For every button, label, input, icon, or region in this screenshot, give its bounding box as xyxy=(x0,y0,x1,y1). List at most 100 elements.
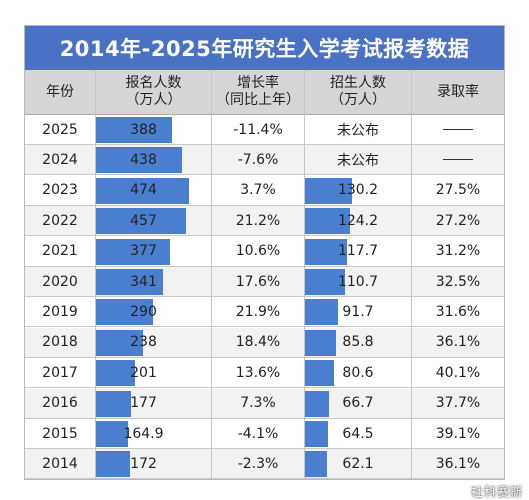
admissions-bar xyxy=(305,390,329,417)
growth-cell: 21.2% xyxy=(235,212,281,229)
applicants-bar xyxy=(96,360,135,387)
year-cell: 2024 xyxy=(42,151,78,168)
year-cell: 2015 xyxy=(42,425,78,442)
rate-cell: 36.1% xyxy=(435,455,481,472)
admissions-bar xyxy=(305,329,336,356)
applicants-bar xyxy=(96,147,182,174)
rate-cell: 32.5% xyxy=(435,273,481,290)
rate-cell: 31.2% xyxy=(435,243,481,260)
table-row: 2022 457 21.2% 124.2 27.2% xyxy=(25,206,504,237)
growth-cell: 18.4% xyxy=(235,334,281,351)
rate-cell: 27.5% xyxy=(435,182,481,199)
year-cell: 2021 xyxy=(42,243,78,260)
growth-cell: 13.6% xyxy=(235,364,281,381)
column-divider xyxy=(95,70,96,479)
header-growth-label: 增长率 xyxy=(237,75,279,91)
data-table: 2014年-2025年研究生入学考试报考数据 年份 报名人数 （万人） 增长率 … xyxy=(24,25,505,480)
applicants-cell: 341 xyxy=(130,273,157,290)
header-growth: 增长率 （同比上年） xyxy=(212,70,304,114)
growth-cell: -7.6% xyxy=(237,151,279,168)
applicants-cell: 172 xyxy=(130,455,157,472)
table-title: 2014年-2025年研究生入学考试报考数据 xyxy=(25,26,504,70)
year-cell: 2025 xyxy=(42,121,78,138)
admissions-bar xyxy=(305,360,334,387)
applicants-bar xyxy=(96,329,143,356)
admissions-bar xyxy=(305,451,327,478)
admissions-cell: 66.7 xyxy=(342,395,374,412)
growth-cell: 3.7% xyxy=(240,182,276,199)
admissions-cell: 85.8 xyxy=(342,334,374,351)
header-applicants-label: 报名人数 xyxy=(125,75,182,91)
header-rate-label: 录取率 xyxy=(437,83,479,100)
table-row: 2016 177 7.3% 66.7 37.7% xyxy=(25,388,504,419)
header-admissions-unit: （万人） xyxy=(330,92,386,108)
watermark: 社科赛斯 xyxy=(470,485,523,499)
rate-cell: 36.1% xyxy=(435,334,481,351)
not-available-dash xyxy=(443,159,473,161)
header-row: 年份 报名人数 （万人） 增长率 （同比上年） 招生人数 （万人） 录取率 xyxy=(25,70,504,115)
rate-cell: 31.6% xyxy=(435,303,481,320)
header-rate: 录取率 xyxy=(412,70,504,114)
admissions-cell: 110.7 xyxy=(337,273,379,290)
applicants-bar xyxy=(96,208,186,235)
table-row: 2018 238 18.4% 85.8 36.1% xyxy=(25,327,504,358)
growth-cell: 10.6% xyxy=(235,243,281,260)
table-row: 2017 201 13.6% 80.6 40.1% xyxy=(25,358,504,389)
table-row: 2024 438 -7.6% 未公布 xyxy=(25,145,504,176)
applicants-cell: 388 xyxy=(130,121,157,138)
header-applicants: 报名人数 （万人） xyxy=(96,70,211,114)
applicants-bar xyxy=(96,451,130,478)
header-applicants-unit: （万人） xyxy=(125,92,182,108)
year-cell: 2016 xyxy=(42,395,78,412)
table-row: 2023 474 3.7% 130.2 27.5% xyxy=(25,176,504,206)
column-divider xyxy=(211,70,212,479)
growth-cell: -2.3% xyxy=(237,455,279,472)
admissions-cell: 130.2 xyxy=(337,182,379,199)
applicants-bar xyxy=(96,117,172,143)
table-row: 2015 164.9 -4.1% 64.5 39.1% xyxy=(25,419,504,449)
header-year-label: 年份 xyxy=(46,83,74,100)
admissions-cell: 124.2 xyxy=(337,212,379,229)
year-cell: 2014 xyxy=(42,455,78,472)
growth-cell: -11.4% xyxy=(233,121,283,138)
header-admissions-label: 招生人数 xyxy=(330,75,386,91)
table-row: 2019 290 21.9% 91.7 31.6% xyxy=(25,297,504,328)
admissions-bar xyxy=(305,177,352,204)
table-row: 2025 388 -11.4% 未公布 xyxy=(25,115,504,145)
growth-cell: 17.6% xyxy=(235,273,281,290)
applicants-bar xyxy=(96,390,131,417)
admissions-bar xyxy=(305,208,350,235)
rate-cell: 27.2% xyxy=(435,212,481,229)
year-cell: 2017 xyxy=(42,364,78,381)
applicants-bar xyxy=(96,238,170,265)
admissions-cell: 117.7 xyxy=(337,243,379,260)
applicants-bar xyxy=(96,421,128,447)
applicants-cell: 164.9 xyxy=(123,425,164,442)
admissions-cell: 64.5 xyxy=(342,425,374,442)
growth-cell: 7.3% xyxy=(240,395,276,412)
rate-cell: 40.1% xyxy=(435,364,481,381)
applicants-bar xyxy=(96,177,189,204)
admissions-cell: 80.6 xyxy=(342,364,374,381)
year-cell: 2019 xyxy=(42,303,78,320)
applicants-cell: 457 xyxy=(130,212,157,229)
admissions-cell: 未公布 xyxy=(337,152,379,169)
column-divider xyxy=(304,70,305,479)
applicants-cell: 377 xyxy=(130,243,157,260)
admissions-bar xyxy=(305,269,345,295)
admissions-bar xyxy=(305,421,328,447)
rate-cell: 37.7% xyxy=(435,395,481,412)
admissions-bar xyxy=(305,299,338,326)
applicants-cell: 177 xyxy=(130,395,157,412)
table-row: 2021 377 10.6% 117.7 31.2% xyxy=(25,237,504,267)
admissions-bar xyxy=(305,238,347,265)
growth-cell: 21.9% xyxy=(235,303,281,320)
table-row: 2020 341 17.6% 110.7 32.5% xyxy=(25,267,504,297)
applicants-cell: 474 xyxy=(130,182,157,199)
year-cell: 2020 xyxy=(42,273,78,290)
header-admissions: 招生人数 （万人） xyxy=(305,70,411,114)
applicants-cell: 290 xyxy=(130,303,157,320)
rate-cell xyxy=(412,115,504,144)
admissions-cell: 未公布 xyxy=(337,122,379,139)
applicants-cell: 438 xyxy=(130,151,157,168)
